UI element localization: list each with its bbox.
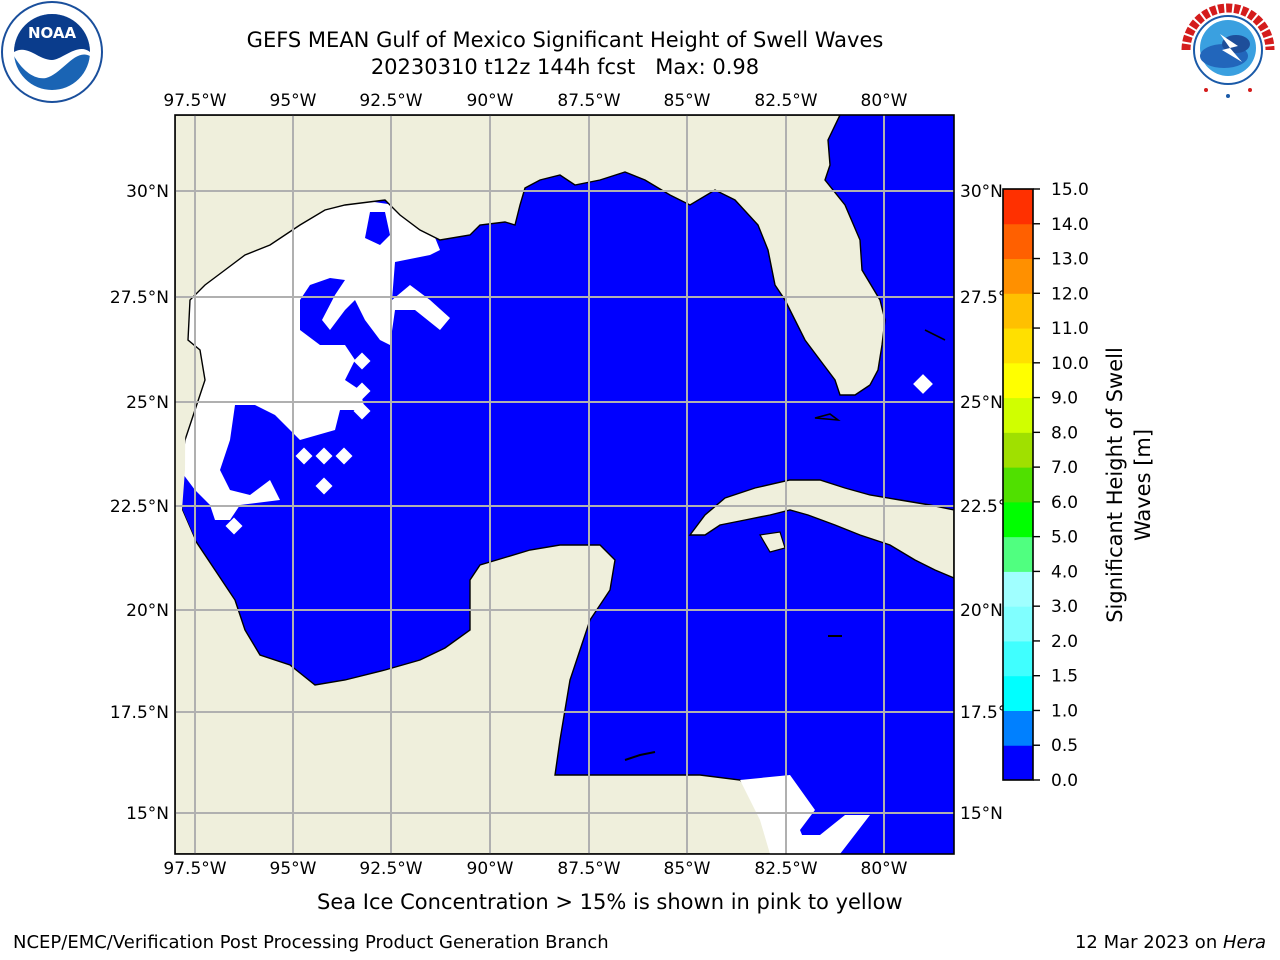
colorbar-tick-label: 0.5 <box>1051 736 1078 756</box>
lat-tick-label: 25°N <box>126 393 169 413</box>
colorbar-segment <box>1003 467 1033 503</box>
colorbar-tick-label: 0.0 <box>1051 771 1078 791</box>
lon-tick-label: 80°W <box>861 859 908 879</box>
noaa-logo-text: NOAA <box>28 24 77 42</box>
colorbar-tick-label: 6.0 <box>1051 493 1078 513</box>
colorbar-segment <box>1003 258 1033 294</box>
footer-credit: NCEP/EMC/Verification Post Processing Pr… <box>13 932 609 953</box>
colorbar-tick-label: 8.0 <box>1051 423 1078 443</box>
colorbar-segment <box>1003 293 1033 329</box>
footer-date: 12 Mar 2023 on Hera <box>1074 932 1266 953</box>
lon-labels-bottom: 97.5°W 95°W 92.5°W 90°W 87.5°W 85°W 82.5… <box>163 859 907 879</box>
colorbar-tick-label: 7.0 <box>1051 458 1078 478</box>
colorbar-segment <box>1003 536 1033 572</box>
lon-tick-label: 80°W <box>861 91 908 111</box>
colorbar-tick-label: 14.0 <box>1051 215 1089 235</box>
colorbar-segment <box>1003 675 1033 711</box>
colorbar-segment <box>1003 223 1033 260</box>
lon-labels-top: 97.5°W 95°W 92.5°W 90°W 87.5°W 85°W 82.5… <box>163 91 907 111</box>
colorbar-label: Significant Height of Swell <box>1103 347 1127 623</box>
low-swell-area-west <box>180 200 450 520</box>
colorbar-segment <box>1003 745 1033 781</box>
colorbar-segment <box>1003 432 1033 468</box>
lat-tick-label: 15°N <box>960 804 1003 824</box>
colorbar-tick-label: 2.0 <box>1051 632 1078 652</box>
footer-machine: Hera <box>1222 932 1266 953</box>
land-cuba <box>688 479 954 579</box>
colorbar-label-units: Waves [m] <box>1131 429 1155 541</box>
colorbar-segment <box>1003 571 1033 607</box>
lon-tick-label: 87.5°W <box>557 859 620 879</box>
lon-tick-label: 92.5°W <box>359 859 422 879</box>
sea-ice-note: Sea Ice Concentration > 15% is shown in … <box>317 890 903 914</box>
lon-tick-label: 95°W <box>270 859 317 879</box>
colorbar-segment <box>1003 710 1033 746</box>
lat-tick-label: 27.5°N <box>110 288 169 308</box>
gridlines <box>175 115 954 854</box>
lon-tick-label: 92.5°W <box>359 91 422 111</box>
lat-tick-label: 15°N <box>126 804 169 824</box>
colorbar-segment <box>1003 362 1033 399</box>
colorbar-tick-label: 11.0 <box>1051 319 1089 339</box>
map-frame <box>174 114 955 855</box>
lon-tick-label: 85°W <box>664 859 711 879</box>
colorbar-segment <box>1003 606 1033 642</box>
chart-title: GEFS MEAN Gulf of Mexico Significant Hei… <box>246 28 884 52</box>
lat-tick-label: 30°N <box>960 182 1003 202</box>
colorbar-segment <box>1003 640 1033 677</box>
colorbar-tick-label: 15.0 <box>1051 180 1089 200</box>
lon-tick-label: 97.5°W <box>163 859 226 879</box>
colorbar-segment <box>1003 189 1033 225</box>
colorbar-tick-label: 13.0 <box>1051 250 1089 270</box>
lon-tick-label: 85°W <box>664 91 711 111</box>
lon-tick-label: 97.5°W <box>163 91 226 111</box>
lon-tick-label: 82.5°W <box>754 91 817 111</box>
lat-labels-left: 30°N 27.5°N 25°N 22.5°N 20°N 17.5°N 15°N <box>110 182 169 824</box>
lon-tick-label: 90°W <box>467 859 514 879</box>
chart-subtitle: 20230310 t12z 144h fcst Max: 0.98 <box>370 55 760 79</box>
lat-tick-label: 30°N <box>126 182 169 202</box>
noaa-logo: NOAA <box>1 1 103 103</box>
lat-tick-label: 20°N <box>126 601 169 621</box>
lat-tick-label: 17.5°N <box>110 703 169 723</box>
colorbar-frame <box>1002 188 1034 781</box>
nws-logo <box>1180 2 1276 98</box>
colorbar-tick-label: 10.0 <box>1051 354 1089 374</box>
land-us <box>175 115 886 854</box>
colorbar-segment <box>1003 501 1033 538</box>
lat-tick-label: 20°N <box>960 601 1003 621</box>
colorbar-tick-label: 4.0 <box>1051 562 1078 582</box>
lon-tick-label: 82.5°W <box>754 859 817 879</box>
colorbar-tick-label: 1.0 <box>1051 701 1078 721</box>
colorbar-segment <box>1003 328 1033 364</box>
lon-tick-label: 95°W <box>270 91 317 111</box>
lat-tick-label: 25°N <box>960 393 1003 413</box>
colorbar-tick-label: 3.0 <box>1051 597 1078 617</box>
colorbar-segment <box>1003 397 1033 433</box>
colorbar-tick-label: 12.0 <box>1051 284 1089 304</box>
colorbar-tick-label: 9.0 <box>1051 389 1078 409</box>
colorbar-tick-label: 5.0 <box>1051 528 1078 548</box>
colorbar: 0.0 0.5 1.0 1.5 2.0 3.0 4.0 5.0 6.0 7.0 8.0 9.0 10.0… <box>1002 180 1089 791</box>
lon-tick-label: 90°W <box>467 91 514 111</box>
colorbar-tick-label: 1.5 <box>1051 667 1078 687</box>
lon-tick-label: 87.5°W <box>557 91 620 111</box>
lat-tick-label: 22.5°N <box>110 497 169 517</box>
